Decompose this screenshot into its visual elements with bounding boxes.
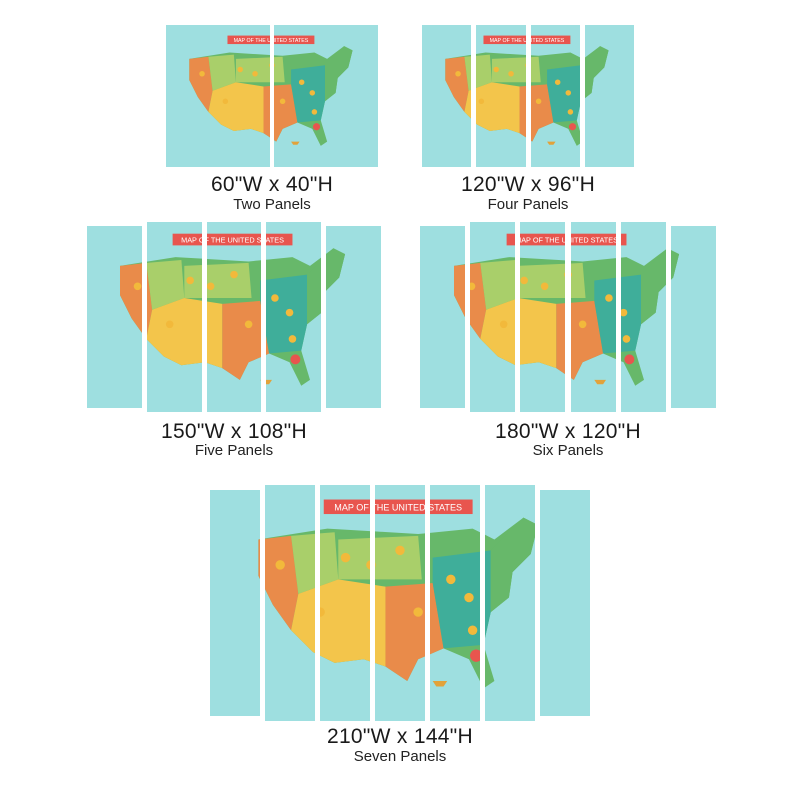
size-label: 150"W x 108"H: [160, 420, 308, 443]
canvas-panel: MAP OF THE UNITED STATES: [485, 485, 535, 721]
us-map-artwork: MAP OF THE UNITED STATES: [266, 222, 322, 412]
size-label: 120"W x 96"H: [460, 173, 596, 196]
panel-count-label: Four Panels: [487, 196, 569, 213]
canvas-panel: MAP OF THE UNITED STATES: [620, 222, 666, 412]
option-two-panels[interactable]: MAP OF THE UNITED STATES MAP OF THE UNITE…: [166, 25, 378, 215]
map-title-banner: MAP OF THE UNITED STATES: [334, 502, 370, 512]
us-map-artwork: MAP OF THE UNITED STATES: [218, 489, 260, 717]
us-map-artwork: MAP OF THE UNITED STATES: [570, 222, 616, 412]
option-five-panels[interactable]: MAP OF THE UNITED STATES MAP OF THE UNITE…: [87, 222, 381, 462]
size-label: 180"W x 120"H: [494, 420, 642, 443]
canvas-panel: MAP OF THE UNITED STATES: [476, 25, 526, 167]
map-title-banner: MAP OF THE UNITED STATES: [375, 502, 425, 512]
us-map-artwork: MAP OF THE UNITED STATES: [320, 485, 370, 721]
map-title-banner: MAP OF THE UNITED STATES: [266, 235, 284, 244]
size-label: 60"W x 40"H: [210, 173, 334, 196]
canvas-panel: MAP OF THE UNITED STATES: [87, 225, 142, 409]
us-map-artwork: MAP OF THE UNITED STATES: [540, 489, 582, 717]
us-map-artwork: MAP OF THE UNITED STATES: [375, 485, 425, 721]
panel-preview: MAP OF THE UNITED STATES MAP OF THE UNITE…: [166, 25, 378, 167]
canvas-panel: MAP OF THE UNITED STATES: [584, 25, 634, 167]
canvas-panel: MAP OF THE UNITED STATES: [206, 222, 262, 412]
canvas-panel: MAP OF THE UNITED STATES: [530, 25, 580, 167]
map-title-banner: MAP OF THE UNITED STATES: [430, 502, 462, 512]
us-map-artwork: MAP OF THE UNITED STATES: [670, 225, 715, 409]
canvas-panel: MAP OF THE UNITED STATES: [146, 222, 202, 412]
us-map-artwork: MAP OF THE UNITED STATES: [326, 225, 381, 409]
us-map-artwork: MAP OF THE UNITED STATES: [470, 222, 516, 412]
us-map-artwork: MAP OF THE UNITED STATES: [520, 222, 566, 412]
canvas-panel: MAP OF THE UNITED STATES: [266, 222, 322, 412]
us-map-artwork: MAP OF THE UNITED STATES: [87, 225, 142, 409]
panel-count-label: Two Panels: [233, 196, 311, 213]
us-map-artwork: MAP OF THE UNITED STATES: [146, 222, 202, 412]
us-map-artwork: MAP OF THE UNITED STATES: [584, 27, 634, 165]
map-title-banner: MAP OF THE UNITED STATES: [274, 38, 309, 44]
map-title-banner: MAP OF THE UNITED STATES: [234, 38, 270, 44]
panel-count-label: Five Panels: [194, 442, 274, 459]
map-title-banner: MAP OF THE UNITED STATES: [520, 235, 565, 244]
us-map-artwork: MAP OF THE UNITED STATES: [530, 27, 580, 165]
us-map-artwork: MAP OF THE UNITED STATES: [430, 485, 480, 721]
size-label: 210"W x 144"H: [326, 725, 474, 748]
option-six-panels[interactable]: MAP OF THE UNITED STATES MAP OF THE UNITE…: [420, 222, 716, 462]
canvas-panel: MAP OF THE UNITED STATES: [470, 222, 516, 412]
us-map-artwork: MAP OF THE UNITED STATES: [422, 27, 472, 165]
us-map-artwork: MAP OF THE UNITED STATES: [421, 225, 466, 409]
map-title-banner: MAP OF THE UNITED STATES: [531, 38, 565, 44]
map-title-banner: MAP OF THE UNITED STATES: [181, 235, 201, 244]
canvas-panel: MAP OF THE UNITED STATES: [265, 485, 315, 721]
canvas-panel: MAP OF THE UNITED STATES: [420, 225, 466, 409]
canvas-panel: MAP OF THE UNITED STATES: [422, 25, 472, 167]
us-map-artwork: MAP OF THE UNITED STATES: [620, 222, 666, 412]
panel-preview: MAP OF THE UNITED STATES MAP OF THE UNITE…: [422, 25, 634, 167]
panel-preview: MAP OF THE UNITED STATES MAP OF THE UNITE…: [87, 222, 381, 412]
canvas-panel: MAP OF THE UNITED STATES: [326, 225, 381, 409]
panel-count-label: Six Panels: [532, 442, 604, 459]
map-title-banner: MAP OF THE UNITED STATES: [207, 235, 262, 244]
canvas-panel: MAP OF THE UNITED STATES: [570, 222, 616, 412]
map-title-banner: MAP OF THE UNITED STATES: [571, 235, 616, 244]
canvas-panel: MAP OF THE UNITED STATES: [670, 225, 716, 409]
us-map-artwork: MAP OF THE UNITED STATES: [485, 485, 535, 721]
canvas-panel: MAP OF THE UNITED STATES: [540, 489, 590, 717]
us-map-artwork: MAP OF THE UNITED STATES: [476, 27, 526, 165]
us-map-artwork: MAP OF THE UNITED STATES: [274, 27, 378, 165]
option-four-panels[interactable]: MAP OF THE UNITED STATES MAP OF THE UNITE…: [422, 25, 634, 215]
canvas-panel: MAP OF THE UNITED STATES: [520, 222, 566, 412]
canvas-panel: MAP OF THE UNITED STATES: [430, 485, 480, 721]
canvas-panel: MAP OF THE UNITED STATES: [320, 485, 370, 721]
panel-count-label: Seven Panels: [353, 748, 447, 765]
us-map-artwork: MAP OF THE UNITED STATES: [166, 27, 270, 165]
canvas-panel: MAP OF THE UNITED STATES: [210, 489, 260, 717]
map-title-banner: MAP OF THE UNITED STATES: [490, 38, 526, 44]
canvas-panel: MAP OF THE UNITED STATES: [166, 25, 270, 167]
us-map-artwork: MAP OF THE UNITED STATES: [265, 485, 315, 721]
us-map-artwork: MAP OF THE UNITED STATES: [206, 222, 262, 412]
canvas-panel: MAP OF THE UNITED STATES: [274, 25, 378, 167]
canvas-panel: MAP OF THE UNITED STATES: [375, 485, 425, 721]
